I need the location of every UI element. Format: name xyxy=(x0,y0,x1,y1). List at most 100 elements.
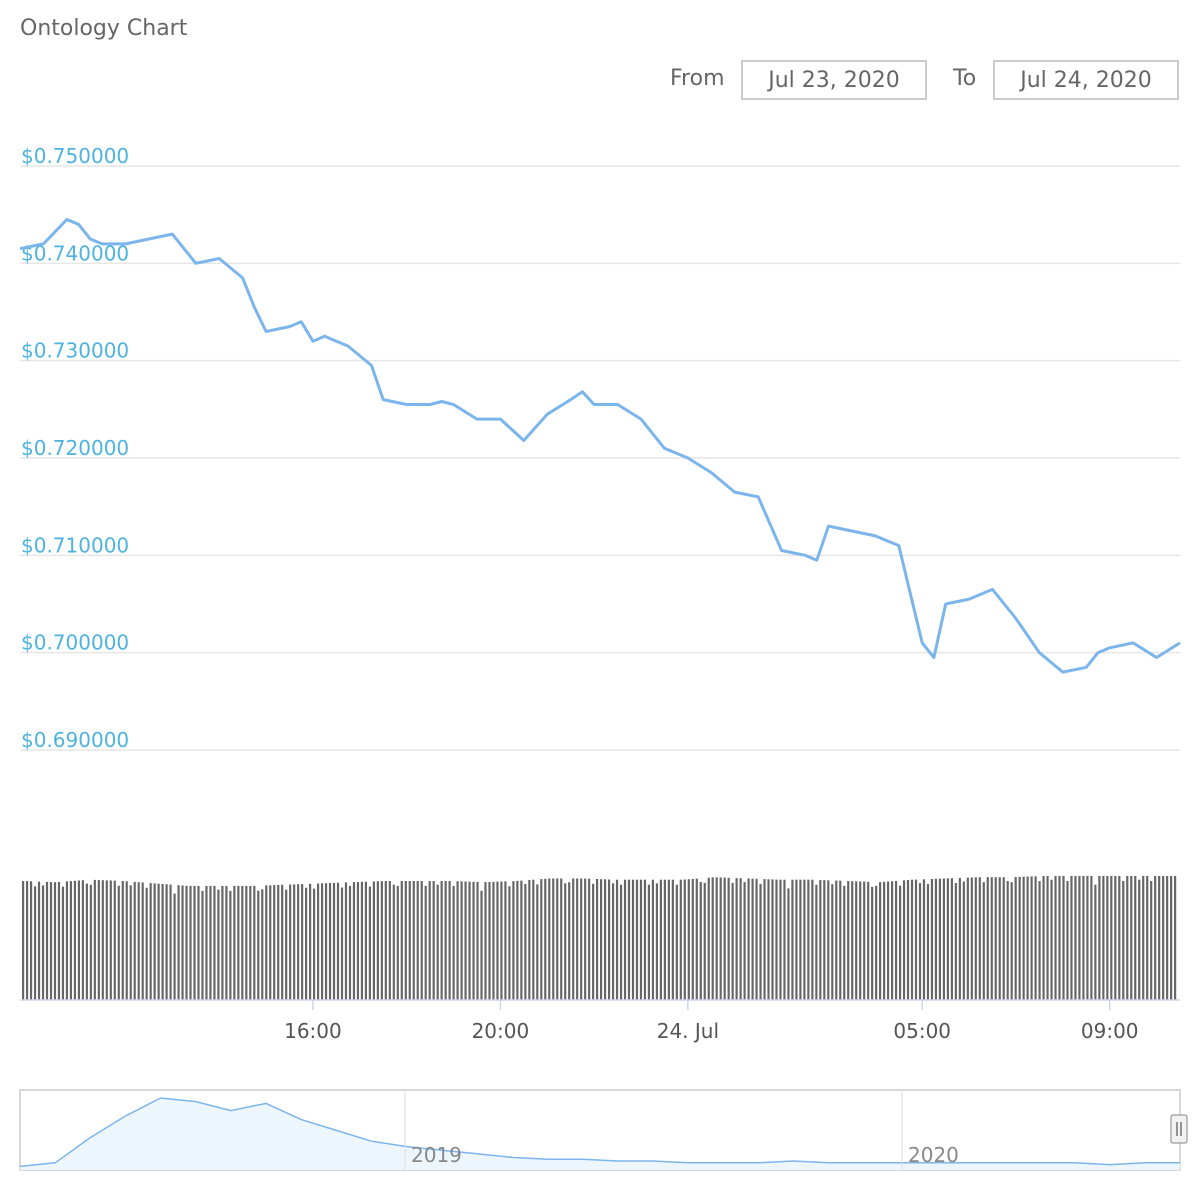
volume-bar xyxy=(109,880,112,1000)
volume-bar xyxy=(1054,876,1057,1000)
volume-bar xyxy=(416,881,419,1000)
volume-bar xyxy=(1046,876,1049,1000)
to-label: To xyxy=(953,66,977,91)
volume-bar xyxy=(165,884,168,1000)
from-date-input[interactable]: Jul 23, 2020 xyxy=(741,60,927,100)
volume-bar xyxy=(496,881,499,1000)
volume-bar xyxy=(173,893,176,1000)
volume-bar xyxy=(1166,876,1169,1000)
volume-bar xyxy=(249,885,252,1000)
volume-bar xyxy=(320,883,324,1000)
volume-bar xyxy=(572,878,575,1000)
volume-bar xyxy=(1042,876,1045,1000)
volume-bar xyxy=(480,890,483,1000)
volume-bar xyxy=(970,877,973,1000)
navigator-handle[interactable] xyxy=(1170,1114,1188,1144)
volume-bar xyxy=(623,879,627,1000)
volume-bar xyxy=(887,881,890,1000)
volume-bar xyxy=(675,884,678,1000)
volume-bar xyxy=(994,877,997,1000)
volume-bar xyxy=(380,881,383,1000)
volume-bar xyxy=(910,879,914,1000)
volume-bar xyxy=(229,890,232,1000)
volume-bar xyxy=(388,881,391,1000)
x-tick-label: 09:00 xyxy=(1081,1019,1139,1043)
volume-bar xyxy=(564,883,567,1000)
volume-bar xyxy=(41,885,45,1000)
volume-bar xyxy=(145,887,148,1000)
volume-bar xyxy=(679,879,682,1000)
volume-bar xyxy=(934,878,938,1000)
volume-bar xyxy=(867,881,870,1000)
volume-bar xyxy=(1154,876,1157,1000)
y-tick-label: $0.730000 xyxy=(21,339,129,363)
volume-bar xyxy=(340,887,344,1000)
volume-bar xyxy=(1014,877,1017,1000)
volume-bar xyxy=(301,884,304,1000)
volume-bar xyxy=(221,885,224,1000)
volume-bar xyxy=(942,878,945,1000)
volume-bar xyxy=(297,884,300,1000)
volume-bar xyxy=(990,877,993,1000)
volume-bar xyxy=(93,879,96,1000)
volume-bar xyxy=(85,883,88,1000)
volume-bar xyxy=(731,882,734,1000)
volume-bar xyxy=(1062,876,1065,1000)
volume-bar xyxy=(1102,876,1105,1000)
volume-bar xyxy=(153,883,156,1000)
volume-bar xyxy=(548,878,551,1000)
volume-bar xyxy=(121,881,124,1000)
navigator-line xyxy=(19,1097,1180,1168)
volume-bar xyxy=(436,884,439,1000)
volume-bar xyxy=(799,879,802,1000)
to-date-input[interactable]: Jul 24, 2020 xyxy=(993,60,1179,100)
volume-bar xyxy=(946,878,949,1000)
volume-bar xyxy=(922,879,926,1000)
volume-bar xyxy=(1090,876,1093,1000)
volume-bar xyxy=(141,882,144,1000)
volume-bar xyxy=(133,881,136,1000)
volume-bar xyxy=(1078,876,1081,1000)
volume-bar xyxy=(289,884,292,1000)
volume-bar xyxy=(938,878,942,1000)
volume-bar xyxy=(281,884,284,1000)
volume-bar xyxy=(890,881,894,1000)
volume-bar xyxy=(803,879,806,1000)
volume-bar xyxy=(452,886,455,1000)
volume-bar xyxy=(735,878,738,1000)
volume-bar xyxy=(544,878,547,1000)
volume-bar xyxy=(687,879,690,1000)
volume-bar xyxy=(751,878,754,1000)
volume-bar xyxy=(352,882,356,1000)
volume-bar xyxy=(671,879,674,1000)
volume-bar xyxy=(715,877,718,1000)
volume-bar xyxy=(1150,881,1153,1000)
volume-bar xyxy=(113,880,116,1000)
volume-bar xyxy=(695,878,698,1000)
volume-bar xyxy=(962,881,965,1000)
volume-bar xyxy=(253,885,256,1000)
volume-bar xyxy=(859,881,862,1000)
volume-bar xyxy=(396,885,399,1000)
volume-bar xyxy=(293,884,296,1000)
volume-bar xyxy=(285,889,288,1000)
volume-bar xyxy=(839,880,842,1000)
volume-bar xyxy=(484,882,487,1000)
volume-bar xyxy=(1038,881,1041,1000)
x-tick-label: 24. Jul xyxy=(657,1019,719,1043)
volume-bar xyxy=(978,877,981,1000)
volume-bar xyxy=(795,879,798,1000)
volume-bar xyxy=(412,881,415,1000)
volume-bar xyxy=(835,880,838,1000)
volume-bar xyxy=(1050,879,1053,1000)
volume-bar xyxy=(69,881,73,1000)
volume-bar xyxy=(492,881,495,1000)
volume-bar xyxy=(201,890,204,1000)
volume-bar xyxy=(53,882,57,1000)
volume-bar xyxy=(241,885,244,1000)
volume-bar xyxy=(512,881,515,1000)
volume-bar xyxy=(372,881,375,1000)
volume-bar xyxy=(532,879,535,1000)
volume-bar xyxy=(209,885,212,1000)
